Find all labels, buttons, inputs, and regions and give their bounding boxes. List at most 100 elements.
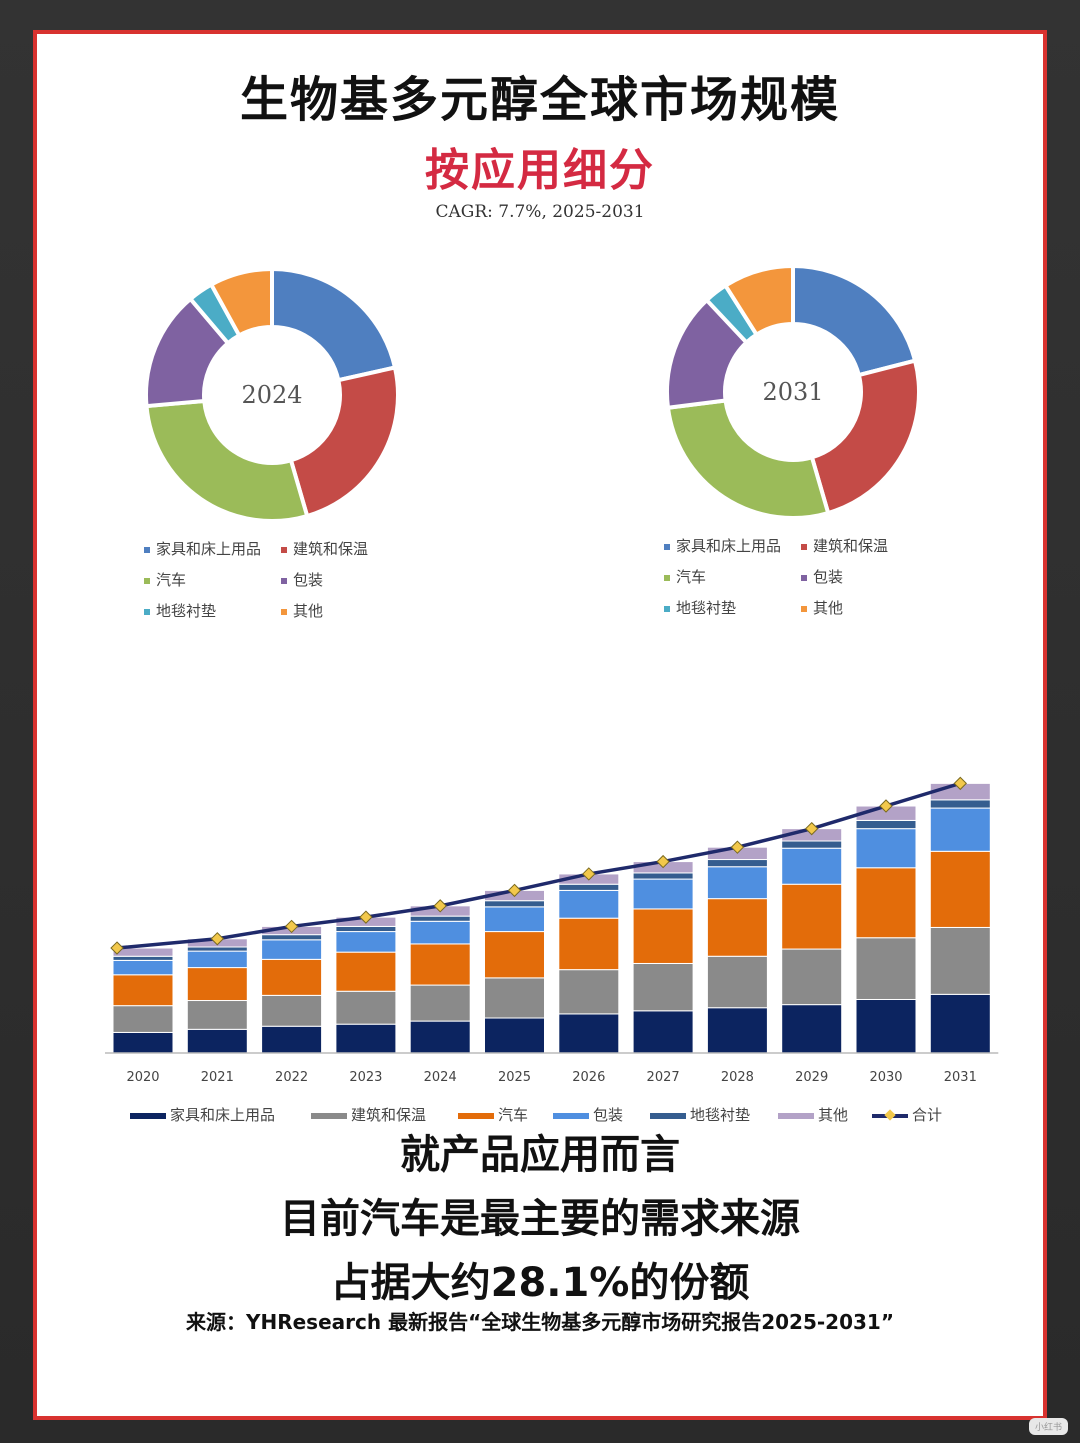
- legend-item: 建筑和保温: [281, 538, 368, 559]
- x-tick-label: 2029: [795, 1070, 828, 1085]
- legend-label: 家具和床上用品: [156, 540, 262, 558]
- bar-segment: [261, 1025, 323, 1054]
- page-title: 生物基多元醇全球市场规模: [239, 72, 840, 128]
- bar-segment: [335, 951, 397, 992]
- x-tick-label: 2022: [275, 1070, 308, 1085]
- bar-segment: [929, 799, 991, 809]
- bar-segment: [409, 984, 471, 1022]
- donut-slice-1: [791, 263, 918, 378]
- legend-item: 地毯衬垫: [144, 600, 216, 621]
- donut-chart-2024: 2024: [144, 266, 400, 523]
- legend-swatch: [664, 574, 670, 581]
- bar-legend-item: 地毯衬垫: [650, 1104, 750, 1125]
- bar-segment: [112, 955, 174, 961]
- x-tick-label: 2030: [869, 1070, 902, 1085]
- legend-item: 包装: [281, 569, 323, 590]
- donut-slice-2: [809, 358, 921, 516]
- legend-label: 地毯衬垫: [690, 1106, 751, 1124]
- legend-label: 汽车: [676, 568, 707, 586]
- legend-swatch: [281, 546, 287, 553]
- legend-label: 其他: [818, 1106, 849, 1124]
- legend-item: 其他: [801, 597, 843, 618]
- total-marker: [582, 867, 596, 881]
- bar-segment: [484, 900, 545, 908]
- donut-slice-6: [722, 263, 795, 338]
- legend-swatch: [801, 543, 807, 550]
- x-tick-label: 2025: [498, 1070, 531, 1085]
- donut-slice-1: [270, 266, 398, 383]
- legend-swatch: [281, 577, 287, 584]
- bar-legend-item: 其他: [778, 1104, 848, 1125]
- bar-segment: [558, 889, 620, 919]
- source-note: 来源：YHResearch 最新报告“全球生物基多元醇市场研究报告2025-20…: [186, 1310, 894, 1334]
- cagr-label: CAGR: 7.7%, 2025-2031: [435, 202, 645, 222]
- total-marker: [284, 919, 299, 934]
- bar-segment: [558, 969, 620, 1015]
- legend-label: 包装: [293, 571, 324, 589]
- bar-segment: [706, 955, 768, 1009]
- legend-item: 包装: [801, 566, 843, 587]
- legend-swatch: [778, 1112, 814, 1119]
- bar-segment: [484, 1017, 545, 1054]
- total-marker: [953, 776, 968, 791]
- legend-swatch: [281, 608, 287, 615]
- legend-label: 包装: [593, 1106, 624, 1124]
- legend-swatch: [801, 574, 807, 581]
- bar-segment: [112, 1005, 174, 1033]
- bar-segment: [335, 931, 397, 953]
- bar-segment: [112, 974, 174, 1007]
- legend-swatch: [650, 1112, 686, 1119]
- bar-segment: [261, 958, 323, 996]
- x-tick-label: 2023: [349, 1070, 382, 1085]
- bar-segment: [781, 840, 843, 849]
- bar-segment: [632, 1010, 694, 1054]
- bar-segment: [781, 883, 843, 950]
- bar-segment: [409, 920, 471, 945]
- legend-item: 建筑和保温: [801, 535, 888, 556]
- legend-swatch: [553, 1112, 589, 1119]
- bar-segment: [706, 898, 768, 957]
- bar-legend-item: 包装: [553, 1104, 623, 1125]
- bar-segment: [335, 990, 397, 1025]
- legend-swatch: [458, 1112, 494, 1119]
- donut-center-label: 2031: [762, 378, 823, 406]
- legend-label: 汽车: [156, 571, 187, 589]
- bar-segment: [261, 994, 323, 1027]
- bar-segment: [558, 917, 620, 971]
- bar-segment: [558, 1013, 620, 1054]
- legend-label: 合计: [912, 1106, 943, 1124]
- bar-segment: [558, 883, 620, 891]
- legend-label: 家具和床上用品: [170, 1106, 276, 1124]
- total-marker: [879, 799, 893, 813]
- legend-label: 建筑和保温: [813, 537, 889, 555]
- bar-segment: [929, 807, 991, 852]
- bar-segment: [112, 1031, 174, 1054]
- donut-center-label: 2024: [241, 381, 302, 409]
- legend-swatch: [144, 577, 150, 584]
- bar-segment: [409, 1020, 471, 1054]
- total-marker: [656, 854, 670, 869]
- bar-segment: [335, 925, 397, 933]
- bar-segment: [632, 908, 694, 964]
- bar-segment: [632, 872, 694, 880]
- x-tick-label: 2027: [647, 1070, 680, 1085]
- legend-item: 地毯衬垫: [664, 597, 736, 618]
- bar-segment: [409, 943, 471, 986]
- bar-legend-item: 汽车: [458, 1104, 528, 1125]
- legend-swatch: [130, 1112, 166, 1119]
- bar-segment: [781, 847, 843, 885]
- legend-swatch: [801, 605, 807, 612]
- bar-legend-item: 合计: [872, 1104, 942, 1125]
- legend-label: 建筑和保温: [293, 540, 369, 558]
- bar-legend-item: 建筑和保温: [311, 1104, 426, 1125]
- x-tick-label: 2031: [944, 1070, 977, 1085]
- bar-segment: [261, 939, 323, 960]
- donut-slice-3: [144, 398, 310, 523]
- bar-legend-item: 家具和床上用品: [130, 1104, 275, 1125]
- legend-item: 家具和床上用品: [144, 538, 261, 559]
- bar-segment: [632, 878, 694, 910]
- summary-line-3: 占据大约28.1%的份额: [330, 1260, 750, 1306]
- bar-segment: [706, 1007, 768, 1054]
- bar-segment: [409, 915, 471, 922]
- bar-segment: [929, 926, 991, 995]
